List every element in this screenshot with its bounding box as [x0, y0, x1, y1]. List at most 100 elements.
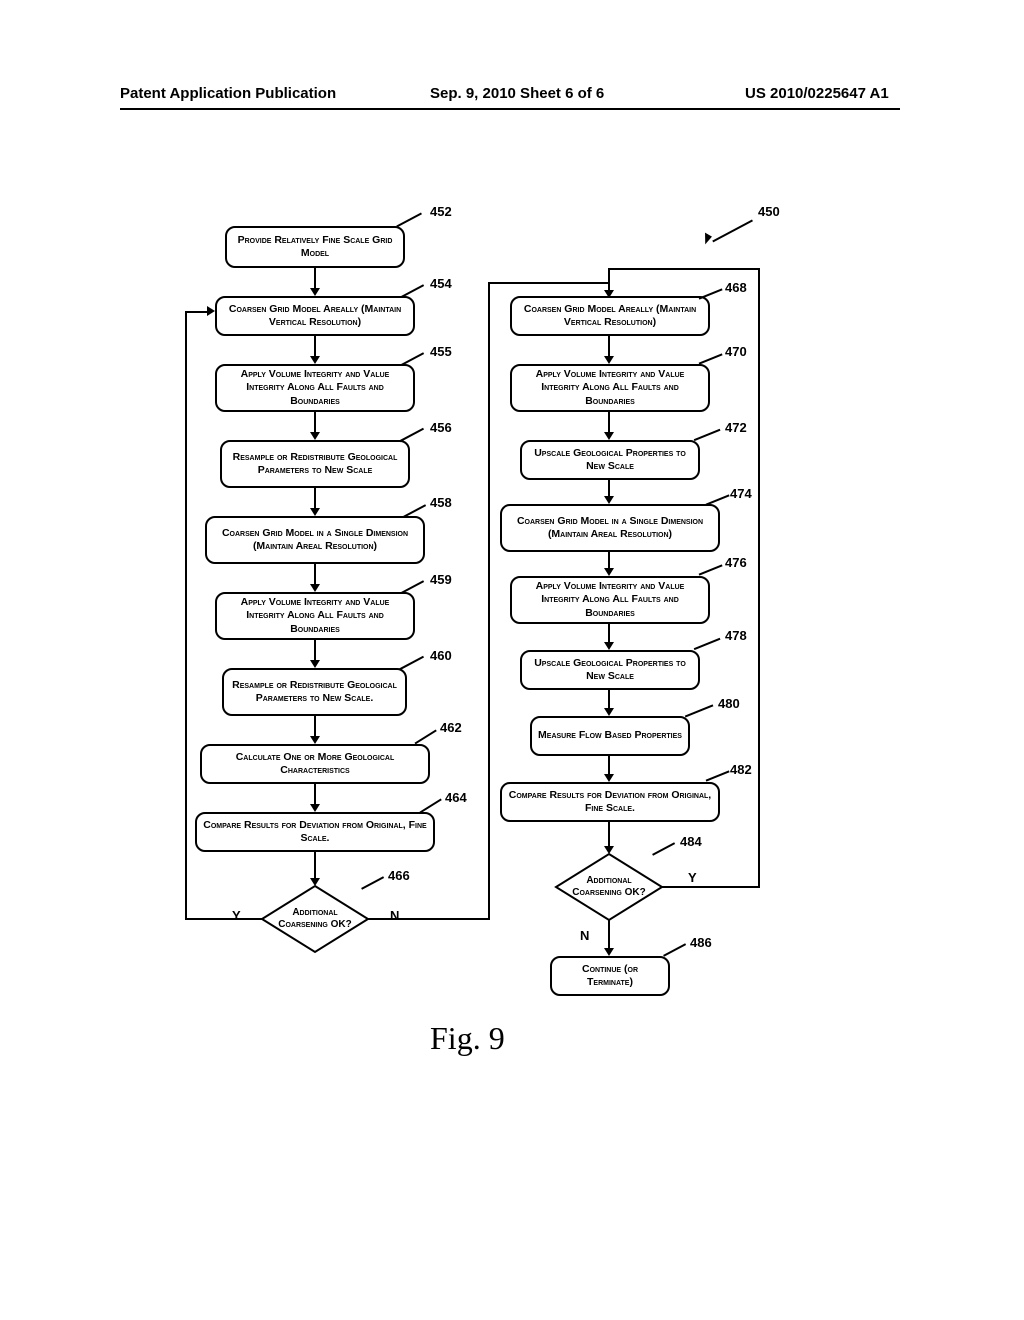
- ref-line-462: [415, 729, 437, 744]
- ref-474: 474: [730, 486, 752, 501]
- arrow-458-459: [314, 564, 316, 586]
- arrow-head-470: [604, 356, 614, 364]
- diamond-466: Additional Coarsening OK?: [260, 884, 370, 954]
- ref-line-472: [694, 429, 721, 441]
- ref-466: 466: [388, 868, 410, 883]
- box-474: Coarsen Grid Model in a Single Dimension…: [500, 504, 720, 552]
- arrow-480-482: [608, 756, 610, 776]
- arrow-468-470: [608, 336, 610, 358]
- ref-line-478: [694, 638, 721, 650]
- loop-y-h2: [185, 311, 209, 313]
- ref-456: 456: [430, 420, 452, 435]
- ref-line-468: [699, 288, 723, 299]
- label-466-N: N: [390, 908, 399, 923]
- arrow-head-478: [604, 642, 614, 650]
- loop-y-v: [185, 311, 187, 920]
- box-468: Coarsen Grid Model Areally (Maintain Ver…: [510, 296, 710, 336]
- diamond-484: Additional Coarsening OK?: [554, 852, 664, 922]
- ref-454: 454: [430, 276, 452, 291]
- box-454: Coarsen Grid Model Areally (Maintain Ver…: [215, 296, 415, 336]
- arrow-head-456: [310, 432, 320, 440]
- ref-480: 480: [718, 696, 740, 711]
- arrow-head-472: [604, 432, 614, 440]
- label-484-Y: Y: [688, 870, 697, 885]
- arrow-head-476: [604, 568, 614, 576]
- box-478: Upscale Geological Properties to New Sca…: [520, 650, 700, 690]
- ref-455: 455: [430, 344, 452, 359]
- arrow-head-464: [310, 804, 320, 812]
- arrow-head-460: [310, 660, 320, 668]
- label-466-Y: Y: [232, 908, 241, 923]
- box-482: Compare Results for Deviation from Origi…: [500, 782, 720, 822]
- arrow-head-462: [310, 736, 320, 744]
- loop484-v: [758, 268, 760, 888]
- arrow-482-484: [608, 822, 610, 848]
- ref-458: 458: [430, 495, 452, 510]
- arrow-459-460: [314, 640, 316, 662]
- n-out-h: [368, 918, 490, 920]
- ref-line-470: [699, 353, 723, 364]
- ref-line-466: [361, 876, 384, 889]
- box-462: Calculate One or More Geological Charact…: [200, 744, 430, 784]
- box-459: Apply Volume Integrity and Value Integri…: [215, 592, 415, 640]
- arrow-head-474: [604, 496, 614, 504]
- ref-line-476: [699, 564, 723, 575]
- ref-arrow-450: [700, 233, 712, 246]
- box-460: Resample or Redistribute Geological Para…: [222, 668, 407, 716]
- arrow-455-456: [314, 412, 316, 434]
- ref-459: 459: [430, 572, 452, 587]
- box-452: Provide Relatively Fine Scale Grid Model: [225, 226, 405, 268]
- figure-caption: Fig. 9: [430, 1020, 505, 1057]
- arrow-head-482: [604, 774, 614, 782]
- arrow-head-459: [310, 584, 320, 592]
- ref-line-455: [401, 352, 424, 365]
- arrow-464-466: [314, 852, 316, 880]
- ref-482: 482: [730, 762, 752, 777]
- box-486: Continue (or Terminate): [550, 956, 670, 996]
- ref-468: 468: [725, 280, 747, 295]
- arrow-484-486: [608, 920, 610, 950]
- arrow-462-464: [314, 784, 316, 806]
- arrow-454-455: [314, 336, 316, 358]
- box-472: Upscale Geological Properties to New Sca…: [520, 440, 700, 480]
- n-out-h2: [488, 282, 610, 284]
- arrow-460-462: [314, 716, 316, 738]
- arrow-head-454: [310, 288, 320, 296]
- loop484-h1: [662, 886, 760, 888]
- header-center: Sep. 9, 2010 Sheet 6 of 6: [430, 85, 604, 102]
- header-right: US 2010/0225647 A1: [745, 85, 889, 102]
- box-458: Coarsen Grid Model in a Single Dimension…: [205, 516, 425, 564]
- arrow-476-478: [608, 624, 610, 644]
- ref-450: 450: [758, 204, 780, 219]
- box-455: Apply Volume Integrity and Value Integri…: [215, 364, 415, 412]
- ref-line-460: [399, 656, 424, 670]
- loop484-v2: [608, 268, 610, 284]
- n-out-v: [488, 282, 490, 920]
- arrow-head-458: [310, 508, 320, 516]
- arrow-478-480: [608, 690, 610, 710]
- ref-line-480: [685, 704, 713, 717]
- diamond-466-text: Additional Coarsening OK?: [270, 907, 360, 931]
- ref-486: 486: [690, 935, 712, 950]
- ref-462: 462: [440, 720, 462, 735]
- ref-line-450: [712, 220, 752, 242]
- header-rule: [120, 108, 900, 110]
- loop-y-h1: [185, 918, 262, 920]
- arrow-head-486: [604, 948, 614, 956]
- arrow-head-480: [604, 708, 614, 716]
- box-470: Apply Volume Integrity and Value Integri…: [510, 364, 710, 412]
- ref-line-474: [706, 494, 730, 505]
- arrow-452-454: [314, 268, 316, 290]
- ref-460: 460: [430, 648, 452, 663]
- ref-476: 476: [725, 555, 747, 570]
- ref-line-486: [663, 943, 686, 956]
- ref-line-452: [396, 213, 421, 227]
- ref-470: 470: [725, 344, 747, 359]
- label-484-N: N: [580, 928, 589, 943]
- ref-line-464: [420, 798, 442, 813]
- ref-464: 464: [445, 790, 467, 805]
- ref-484: 484: [680, 834, 702, 849]
- loop484-h2: [608, 268, 760, 270]
- diamond-484-text: Additional Coarsening OK?: [564, 875, 654, 899]
- ref-478: 478: [725, 628, 747, 643]
